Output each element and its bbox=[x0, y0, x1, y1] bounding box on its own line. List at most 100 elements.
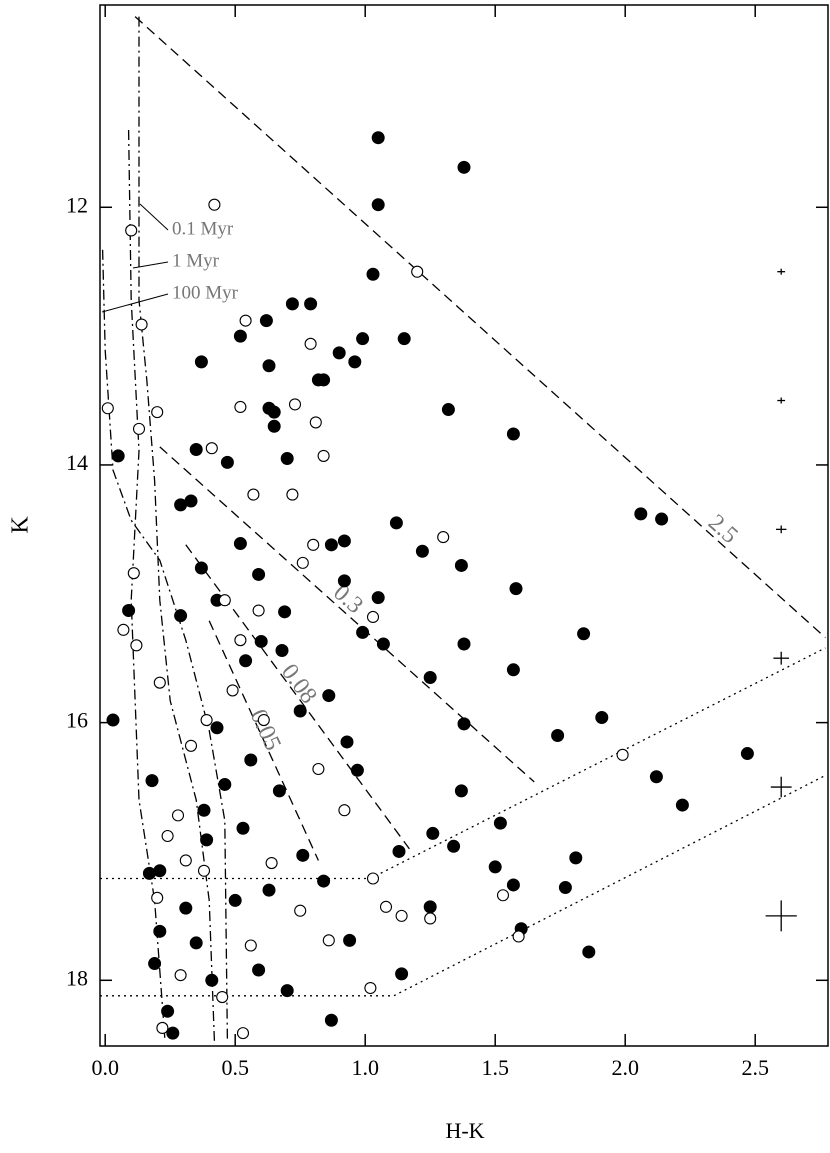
point-filled bbox=[376, 637, 390, 651]
point-filled bbox=[426, 826, 440, 840]
point-filled bbox=[262, 883, 276, 897]
point-filled bbox=[210, 721, 224, 735]
line-label: 0.08 bbox=[276, 659, 322, 708]
point-filled bbox=[356, 332, 370, 346]
point-open bbox=[244, 939, 257, 952]
point-filled bbox=[220, 455, 234, 469]
point-filled bbox=[267, 405, 281, 419]
point-open bbox=[151, 406, 164, 419]
point-filled bbox=[293, 704, 307, 718]
point-filled bbox=[267, 419, 281, 433]
point-open bbox=[174, 969, 187, 982]
line-label: 0.1 Myr bbox=[172, 218, 234, 239]
point-filled bbox=[280, 984, 294, 998]
point-open bbox=[218, 594, 231, 607]
x-tick-label: 2.0 bbox=[611, 1055, 639, 1080]
point-filled bbox=[454, 784, 468, 798]
point-open bbox=[197, 864, 211, 877]
point-filled bbox=[189, 936, 203, 950]
point-filled bbox=[142, 866, 156, 880]
point-filled bbox=[179, 901, 193, 915]
point-open bbox=[424, 912, 437, 925]
point-filled bbox=[454, 558, 468, 572]
point-filled bbox=[280, 452, 294, 466]
point-open bbox=[364, 981, 377, 995]
point-filled bbox=[304, 297, 318, 311]
point-open bbox=[234, 400, 247, 414]
line-dashdot bbox=[101, 249, 229, 1041]
point-filled bbox=[145, 774, 159, 788]
point-filled bbox=[340, 735, 354, 749]
line-label: 2.5 bbox=[703, 510, 743, 549]
point-filled bbox=[634, 507, 648, 521]
point-filled bbox=[233, 537, 247, 551]
point-open bbox=[322, 934, 335, 947]
point-open bbox=[296, 556, 309, 569]
point-filled bbox=[194, 355, 208, 369]
point-open bbox=[151, 891, 164, 904]
point-open bbox=[205, 442, 218, 455]
point-filled bbox=[259, 314, 273, 328]
point-open bbox=[208, 198, 221, 211]
point-filled bbox=[506, 878, 520, 892]
point-filled bbox=[252, 567, 266, 581]
point-open bbox=[304, 337, 317, 350]
point-filled bbox=[441, 403, 455, 417]
point-open bbox=[294, 904, 307, 917]
point-open bbox=[125, 224, 138, 237]
x-tick-label: 2.5 bbox=[741, 1055, 769, 1080]
plot-frame bbox=[99, 4, 829, 1047]
point-filled bbox=[415, 544, 429, 558]
point-filled bbox=[337, 574, 351, 588]
x-tick-label: 1.0 bbox=[351, 1055, 379, 1080]
point-filled bbox=[397, 332, 411, 346]
point-open bbox=[130, 639, 143, 652]
point-filled bbox=[200, 833, 214, 847]
point-filled bbox=[366, 267, 380, 281]
line-dashed bbox=[134, 16, 826, 639]
point-open bbox=[184, 739, 198, 752]
line-label: 1 Myr bbox=[172, 250, 220, 271]
point-filled bbox=[655, 512, 669, 526]
point-filled bbox=[189, 442, 203, 456]
point-filled bbox=[551, 729, 565, 743]
point-open bbox=[135, 318, 148, 331]
point-open bbox=[395, 909, 408, 922]
point-filled bbox=[252, 963, 266, 977]
line-label: 0.05 bbox=[245, 706, 286, 755]
point-filled bbox=[350, 763, 364, 777]
point-filled bbox=[423, 900, 437, 914]
point-open bbox=[236, 1027, 250, 1040]
point-filled bbox=[569, 851, 583, 865]
point-filled bbox=[218, 777, 232, 791]
point-filled bbox=[389, 516, 403, 530]
point-filled bbox=[205, 973, 219, 987]
y-tick-label: 14 bbox=[66, 450, 88, 475]
point-filled bbox=[262, 359, 276, 373]
point-filled bbox=[153, 924, 167, 938]
x-axis-label: H-K bbox=[445, 1118, 484, 1143]
point-open bbox=[127, 567, 140, 580]
point-filled bbox=[174, 609, 188, 623]
point-filled bbox=[236, 821, 250, 835]
point-filled bbox=[423, 671, 437, 685]
point-open bbox=[265, 857, 278, 870]
point-open bbox=[379, 900, 393, 913]
y-tick-label: 12 bbox=[66, 192, 88, 217]
point-filled bbox=[488, 860, 502, 874]
point-open bbox=[257, 713, 270, 727]
point-filled bbox=[371, 198, 385, 212]
point-open bbox=[252, 604, 265, 617]
label-leader bbox=[101, 293, 169, 313]
point-filled bbox=[457, 160, 471, 174]
point-open bbox=[101, 402, 114, 415]
x-tick-label: 0.5 bbox=[221, 1055, 249, 1080]
point-filled bbox=[348, 355, 362, 369]
point-filled bbox=[395, 967, 409, 981]
label-leader bbox=[132, 261, 169, 269]
point-filled bbox=[194, 561, 208, 575]
point-filled bbox=[392, 844, 406, 858]
point-filled bbox=[371, 131, 385, 145]
point-filled bbox=[106, 713, 120, 727]
